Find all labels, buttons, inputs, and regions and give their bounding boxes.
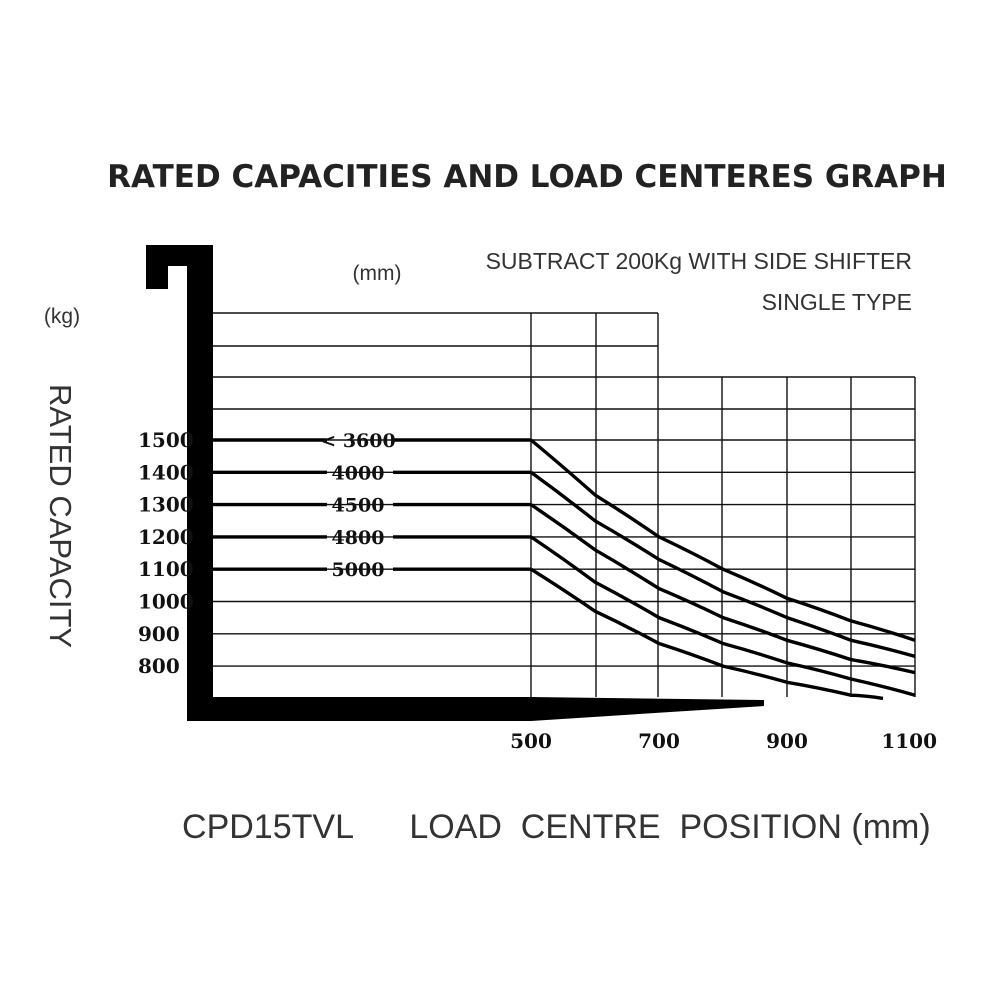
x-unit-label: (mm) — [353, 262, 402, 285]
y-tick-label: 1400 — [138, 460, 194, 484]
y-tick-label: 800 — [138, 654, 180, 678]
series-label: 4800 — [332, 527, 385, 549]
y-tick-label: 1200 — [138, 525, 194, 549]
x-axis-title: LOAD CENTRE POSITION (mm) — [409, 808, 930, 846]
x-tick-labels: 500 700 900 1100 — [510, 729, 937, 753]
series-curve — [530, 470, 916, 659]
note-side-shifter: SUBTRACT 200Kg WITH SIDE SHIFTER — [486, 248, 912, 274]
y-tick-label: 1100 — [138, 557, 194, 581]
series-label: 5000 — [332, 559, 385, 581]
x-tick-label: 1100 — [881, 729, 937, 753]
series-leader-lines — [213, 438, 531, 571]
x-tick-label: 900 — [766, 729, 808, 753]
axis-frame — [146, 245, 764, 721]
series-label: 4500 — [332, 495, 385, 517]
series-curve — [530, 503, 916, 675]
y-tick-label: 1000 — [138, 590, 194, 614]
series-curve — [530, 567, 884, 701]
y-tick-label: 1300 — [138, 493, 194, 517]
series-label: 4000 — [332, 462, 385, 484]
x-tick-label: 500 — [510, 729, 552, 753]
y-tick-labels: 1500 1400 1300 1200 1100 1000 900 800 — [138, 428, 194, 678]
frame-bracket — [146, 245, 764, 721]
series-labels: < 3600 4000 4500 4800 5000 — [320, 430, 395, 581]
series-curve — [529, 438, 916, 642]
note-single-type: SINGLE TYPE — [762, 289, 912, 315]
y-tick-label: 1500 — [138, 428, 194, 452]
model-name: CPD15TVL — [182, 808, 354, 846]
chart-title: RATED CAPACITIES AND LOAD CENTERES GRAPH — [107, 159, 947, 195]
x-tick-label: 700 — [638, 729, 680, 753]
y-tick-label: 900 — [138, 622, 180, 646]
y-unit-label: (kg) — [44, 305, 80, 328]
series-curve — [530, 535, 916, 697]
series-curves — [529, 438, 916, 701]
y-axis-title: RATED CAPACITY — [43, 384, 78, 648]
series-label: < 3600 — [320, 430, 395, 452]
